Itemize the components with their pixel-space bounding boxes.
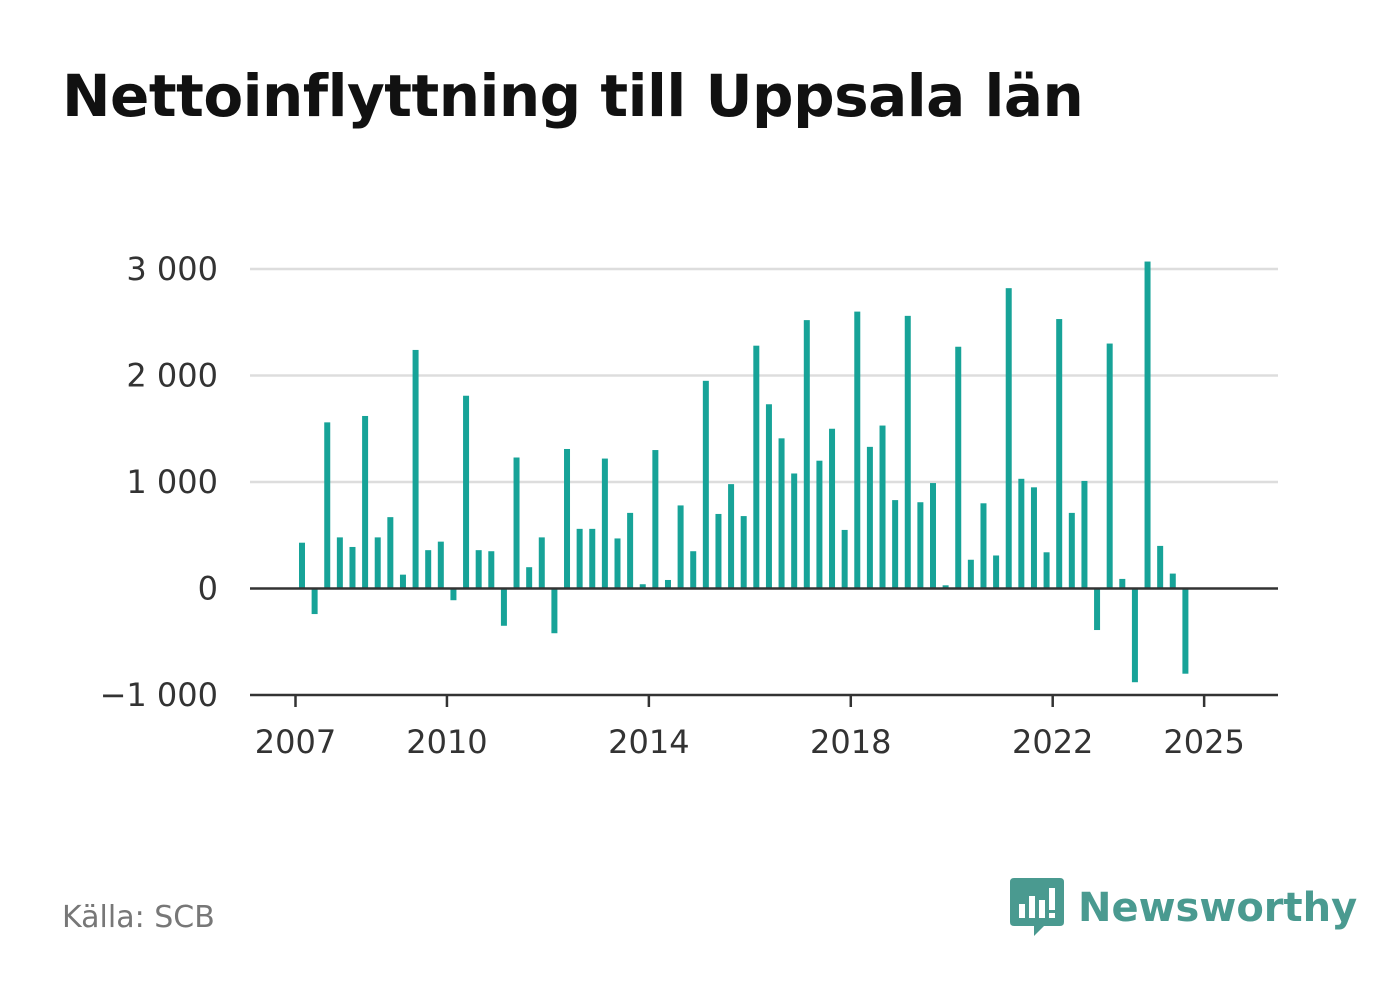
bar <box>879 425 886 589</box>
bar <box>601 458 608 589</box>
bar <box>664 579 671 589</box>
bar <box>425 550 432 589</box>
bar <box>892 500 899 589</box>
bar <box>1119 578 1126 589</box>
bar <box>816 460 823 589</box>
bar <box>475 550 482 589</box>
bar <box>1081 480 1088 589</box>
bar <box>715 513 722 589</box>
bar <box>728 484 735 589</box>
bar <box>652 450 659 589</box>
bar <box>753 345 760 589</box>
bar <box>1106 343 1113 589</box>
bar <box>854 311 861 589</box>
bar <box>1030 487 1037 589</box>
bar <box>576 528 583 589</box>
newsworthy-logo-icon <box>1010 878 1064 936</box>
bar <box>336 537 343 589</box>
bar <box>1018 478 1025 589</box>
bar <box>463 395 470 589</box>
x-tick-label: 2014 <box>608 723 689 761</box>
bar <box>1169 573 1176 589</box>
gridlines <box>250 267 1278 484</box>
source-label: Källa: SCB <box>62 900 215 935</box>
bar <box>778 438 785 589</box>
y-tick-label: 0 <box>198 570 218 608</box>
bar <box>765 404 772 589</box>
bar <box>791 473 798 589</box>
bar <box>589 528 596 589</box>
bar <box>311 588 318 615</box>
bars <box>299 261 1189 683</box>
bar <box>564 448 571 589</box>
bar <box>538 537 545 589</box>
bar <box>1005 288 1012 589</box>
bar <box>1131 588 1138 683</box>
x-tick-label: 2007 <box>255 723 336 761</box>
bar <box>1157 545 1164 589</box>
bar <box>488 551 495 589</box>
bar <box>1094 588 1101 631</box>
bar <box>955 346 962 589</box>
x-tick-label: 2010 <box>406 723 487 761</box>
bar <box>803 320 810 589</box>
bar <box>614 538 621 589</box>
bar <box>627 512 634 589</box>
bar <box>450 588 457 601</box>
bar <box>740 516 747 589</box>
bar <box>513 457 520 589</box>
bar <box>299 542 305 589</box>
bar <box>437 541 444 589</box>
bar <box>942 585 949 589</box>
bar <box>1144 261 1151 589</box>
bar <box>349 546 356 589</box>
y-tick-label: 1 000 <box>126 463 218 501</box>
bar <box>917 502 924 589</box>
y-tick-label: −1 000 <box>100 676 218 714</box>
y-tick-labels: −1 000 0 1 000 2 000 3 000 <box>100 250 218 714</box>
bar <box>980 503 987 589</box>
y-tick-label: 3 000 <box>126 250 218 288</box>
bar <box>526 567 533 589</box>
bar <box>1043 552 1050 589</box>
bar <box>374 537 381 589</box>
bar <box>904 315 911 589</box>
bar <box>993 555 1000 589</box>
x-tick-labels: 2007 2010 2014 2018 2022 2025 <box>255 723 1245 761</box>
bar <box>362 415 369 589</box>
bar <box>702 380 709 589</box>
bar <box>412 349 419 589</box>
axes <box>250 587 1278 707</box>
chart-title: Nettoinflyttning till Uppsala län <box>62 62 1084 130</box>
y-tick-label: 2 000 <box>126 357 218 395</box>
bar <box>1068 512 1075 589</box>
x-tick-label: 2025 <box>1163 723 1244 761</box>
bar <box>324 422 331 589</box>
newsworthy-logo: Newsworthy <box>1010 878 1357 938</box>
bar <box>551 588 558 634</box>
x-tick-label: 2018 <box>810 723 891 761</box>
x-tick-label: 2022 <box>1012 723 1093 761</box>
bar <box>677 505 684 589</box>
bar <box>399 574 406 589</box>
bar <box>1182 588 1189 674</box>
bar <box>930 483 936 589</box>
bar <box>967 559 974 589</box>
bar <box>1056 319 1063 589</box>
bar <box>841 529 848 589</box>
brand-name: Newsworthy <box>1078 885 1358 931</box>
bar <box>387 517 394 589</box>
bar <box>690 551 697 589</box>
bar <box>829 428 836 589</box>
bar <box>866 446 873 589</box>
bar <box>500 588 507 626</box>
bar <box>639 584 646 589</box>
